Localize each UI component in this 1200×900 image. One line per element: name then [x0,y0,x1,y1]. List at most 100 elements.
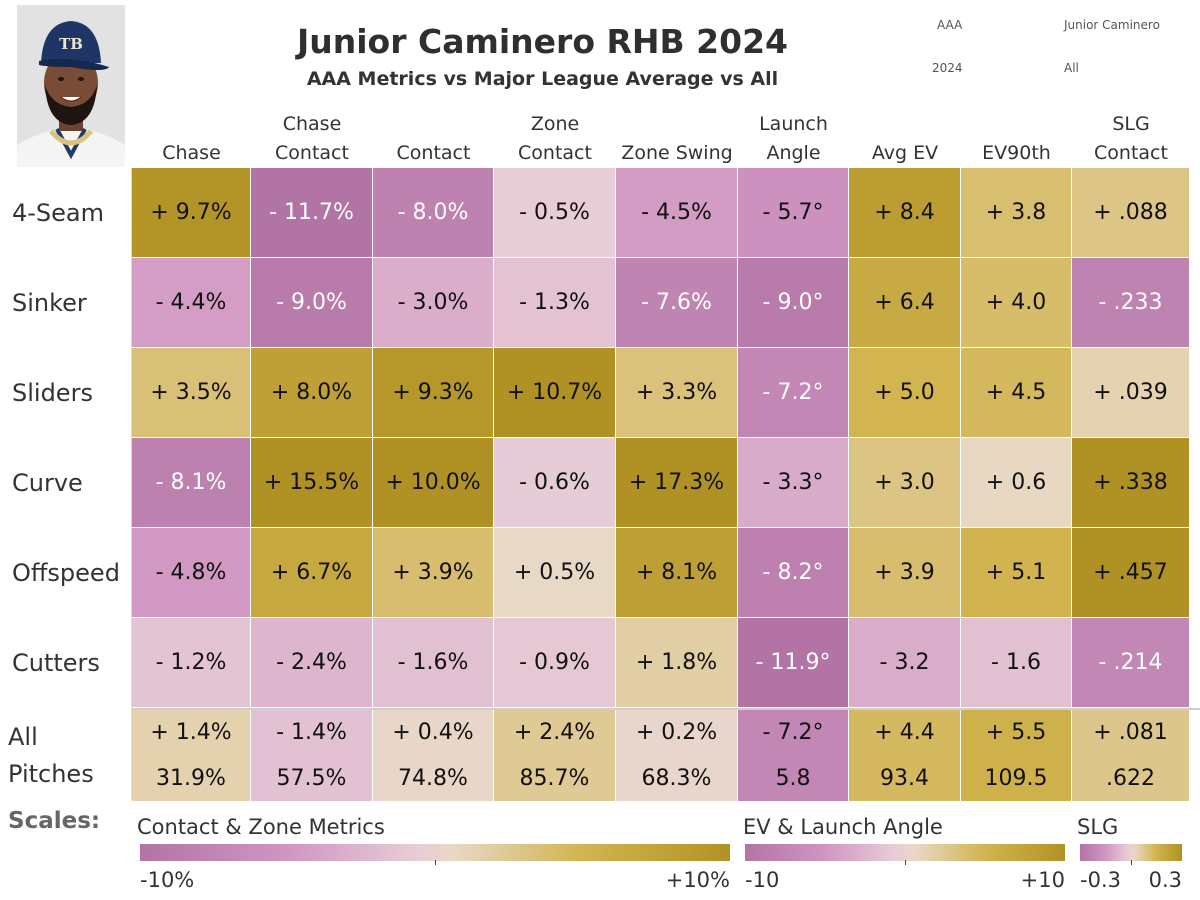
totals-cell: + .081 .622 [1072,710,1190,801]
legend-gradient-bar [140,844,730,861]
row-header: Sinker [12,289,87,317]
row-header: Cutters [12,649,100,677]
totals-label-line2: Pitches [8,759,94,788]
column-header-line1: Launch [759,113,828,135]
filter-pitch[interactable]: All [1064,61,1079,75]
totals-value-label: 31.9% [156,766,226,791]
legend-midpoint-tick [435,860,436,865]
column-header: Contact [373,110,494,168]
heatmap-cell: - 9.0° [738,258,849,348]
heatmap-cell: - 3.0% [373,258,494,348]
heatmap-cell: - 8.0% [373,168,494,258]
heatmap-cell: + 9.3% [373,348,494,438]
heatmap-cell: - 1.2% [132,618,251,708]
heatmap-cell: + 4.5 [961,348,1072,438]
column-header-line1 [373,110,494,139]
column-header-line2: EV90th [982,142,1051,164]
column-header-line2: Contact [396,142,471,164]
heatmap-cell: - 0.6% [494,438,616,528]
totals-cell: + 5.5 109.5 [961,710,1072,801]
legend-min-label: -10 [745,868,780,892]
heatmap-cell: - 0.9% [494,618,616,708]
filter-level[interactable]: AAA [937,18,963,32]
heatmap-cell: + 8.4 [849,168,961,258]
heatmap-cell: + 4.0 [961,258,1072,348]
heatmap-cell: + 8.1% [616,528,738,618]
totals-row-header: All Pitches [8,710,94,801]
heatmap-cell: + 5.0 [849,348,961,438]
heatmap-cell: - .214 [1072,618,1190,708]
totals-cell: - 7.2° 5.8 [738,710,849,801]
legend-min-label: -10% [140,868,195,892]
heatmap-cell: + 9.7% [132,168,251,258]
heatmap-cell: + 6.7% [251,528,373,618]
heatmap-cell: + 3.3% [616,348,738,438]
heatmap-cell: + 15.5% [251,438,373,528]
totals-diff-label: + 5.5 [985,720,1047,745]
column-header: Zone Swing [616,110,738,168]
row-header: Sliders [12,379,93,407]
column-header: Zone Contact [494,110,616,168]
heatmap-cell: + 3.0 [849,438,961,528]
heatmap-cell: - 2.4% [251,618,373,708]
heatmap-cell: + 3.8 [961,168,1072,258]
filter-player[interactable]: Junior Caminero [1064,18,1160,32]
heatmap-cell: + 5.1 [961,528,1072,618]
totals-value-label: 5.8 [775,766,811,791]
heatmap-cell: + 17.3% [616,438,738,528]
chart-subtitle: AAA Metrics vs Major League Average vs A… [306,68,779,90]
legend-title: Contact & Zone Metrics [137,815,385,839]
totals-label-line1: All [8,722,38,751]
heatmap-cell: - 8.2° [738,528,849,618]
legend-gradient-bar [745,844,1065,861]
heatmap-cell: - 4.5% [616,168,738,258]
column-header: EV90th [961,110,1072,168]
heatmap-cell: - 1.6% [373,618,494,708]
legend-title: EV & Launch Angle [743,815,943,839]
heatmap-cell: - 4.8% [132,528,251,618]
column-header-line1 [961,110,1072,139]
totals-value-label: 93.4 [880,766,929,791]
totals-cell: + 4.4 93.4 [849,710,961,801]
row-header: Offspeed [12,559,120,587]
legend-max-label: +10% [665,868,730,892]
heatmap-cell: + 3.5% [132,348,251,438]
totals-cell: + 1.4% 31.9% [132,710,251,801]
totals-value-label: 109.5 [984,766,1048,791]
heatmap-cell: + .338 [1072,438,1190,528]
heatmap-cell: - 7.6% [616,258,738,348]
heatmap-cell: + 8.0% [251,348,373,438]
row-header-divider [131,168,132,800]
scales-heading: Scales: [8,808,101,834]
row-header: 4-Seam [12,199,105,227]
totals-cell: + 0.4% 74.8% [373,710,494,801]
totals-diff-label: + 4.4 [874,720,935,745]
filter-year[interactable]: 2024 [932,61,963,75]
totals-value-label: 57.5% [276,766,347,791]
row-header: Curve [12,469,83,497]
heatmap-cell: - 3.2 [849,618,961,708]
column-header: Launch Angle [738,110,849,168]
column-header-line2: Contact [518,142,592,164]
legend-midpoint-tick [905,860,906,865]
totals-cell: + 0.2% 68.3% [616,710,738,801]
heatmap-cell: + 0.6 [961,438,1072,528]
totals-diff-label: + .081 [1093,720,1168,745]
heatmap-cell: - 5.7° [738,168,849,258]
heatmap-cell: - 8.1% [132,438,251,528]
heatmap-cell: - 4.4% [132,258,251,348]
column-header-line1 [132,110,251,139]
legend-max-label: 0.3 [1148,868,1182,892]
legend-min-label: -0.3 [1080,868,1121,892]
totals-value-label: .622 [1106,766,1155,791]
heatmap-cell: - 3.3° [738,438,849,528]
heatmap-cell: - 11.9° [738,618,849,708]
column-header: Chase Contact [251,110,373,168]
totals-diff-label: - 1.4% [276,720,347,745]
heatmap-cell: - .233 [1072,258,1190,348]
heatmap-cell: + 1.8% [616,618,738,708]
heatmap-cell: + 3.9% [373,528,494,618]
column-header-line2: Contact [275,142,349,164]
totals-diff-label: - 7.2° [762,720,824,745]
player-photo: TB [17,5,125,167]
